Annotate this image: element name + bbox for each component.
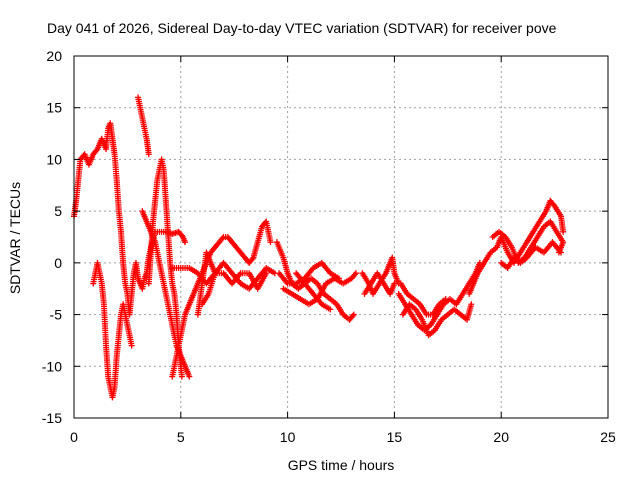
data-point (350, 311, 357, 318)
data-point (128, 342, 135, 349)
series-track-11 (280, 270, 359, 308)
x-axis-label: GPS time / hours (288, 457, 395, 473)
y-tick-label: 5 (54, 203, 62, 219)
series-track-2 (90, 259, 135, 401)
data-point (352, 270, 359, 277)
data-point (349, 312, 356, 319)
series-track-13 (293, 270, 334, 313)
series-track-21 (498, 239, 565, 272)
data-point (219, 235, 226, 242)
data-point (391, 280, 398, 287)
data-point (263, 270, 270, 277)
x-tick-label: 0 (70, 429, 78, 445)
series-track-20 (489, 218, 567, 266)
series-track-15 (361, 270, 398, 297)
data-point (211, 270, 218, 277)
data-point (442, 296, 449, 303)
x-tick-label: 5 (177, 429, 185, 445)
data-point (558, 249, 565, 256)
y-tick-label: 15 (46, 100, 62, 116)
data-point (550, 201, 557, 208)
data-point (560, 228, 567, 235)
data-point (335, 275, 342, 282)
data-point (145, 151, 152, 158)
series-track-18 (397, 280, 449, 318)
data-point (327, 306, 334, 313)
data-point (267, 239, 274, 246)
data-point (351, 271, 358, 278)
x-tick-label: 20 (493, 429, 509, 445)
y-axis-label: SDTVAR / TECUs (7, 182, 23, 294)
data-point (93, 147, 100, 154)
y-tick-label: 10 (46, 151, 62, 167)
series-track-9 (194, 249, 218, 318)
y-tick-label: 0 (54, 255, 62, 271)
series-track-10 (273, 239, 357, 323)
axis-ticks: 0 5 10 15 20 25 -15 -10 -5 0 5 10 15 20 (42, 48, 616, 445)
data-marks (71, 94, 567, 401)
y-tick-label: -10 (42, 358, 62, 374)
x-tick-label: 15 (387, 429, 403, 445)
series-track-17 (399, 301, 475, 339)
series-track-19 (466, 197, 567, 297)
series-track-5 (139, 208, 193, 380)
chart-title: Day 041 of 2026, Sidereal Day-to-day VTE… (47, 20, 557, 36)
data-point (249, 255, 256, 262)
series-track-3 (135, 94, 152, 158)
grid-lines (74, 56, 608, 418)
y-tick-label: 20 (46, 48, 62, 64)
data-point (468, 301, 475, 308)
y-tick-label: -5 (50, 307, 63, 323)
data-point (186, 373, 193, 380)
x-tick-label: 10 (280, 429, 296, 445)
data-point (178, 373, 185, 380)
y-tick-label: -15 (42, 410, 62, 426)
series-track-1 (71, 120, 189, 318)
x-tick-label: 25 (600, 429, 616, 445)
data-point (182, 239, 189, 246)
plot-frame (73, 55, 609, 419)
series-track-4 (145, 156, 185, 380)
data-point (178, 232, 185, 239)
